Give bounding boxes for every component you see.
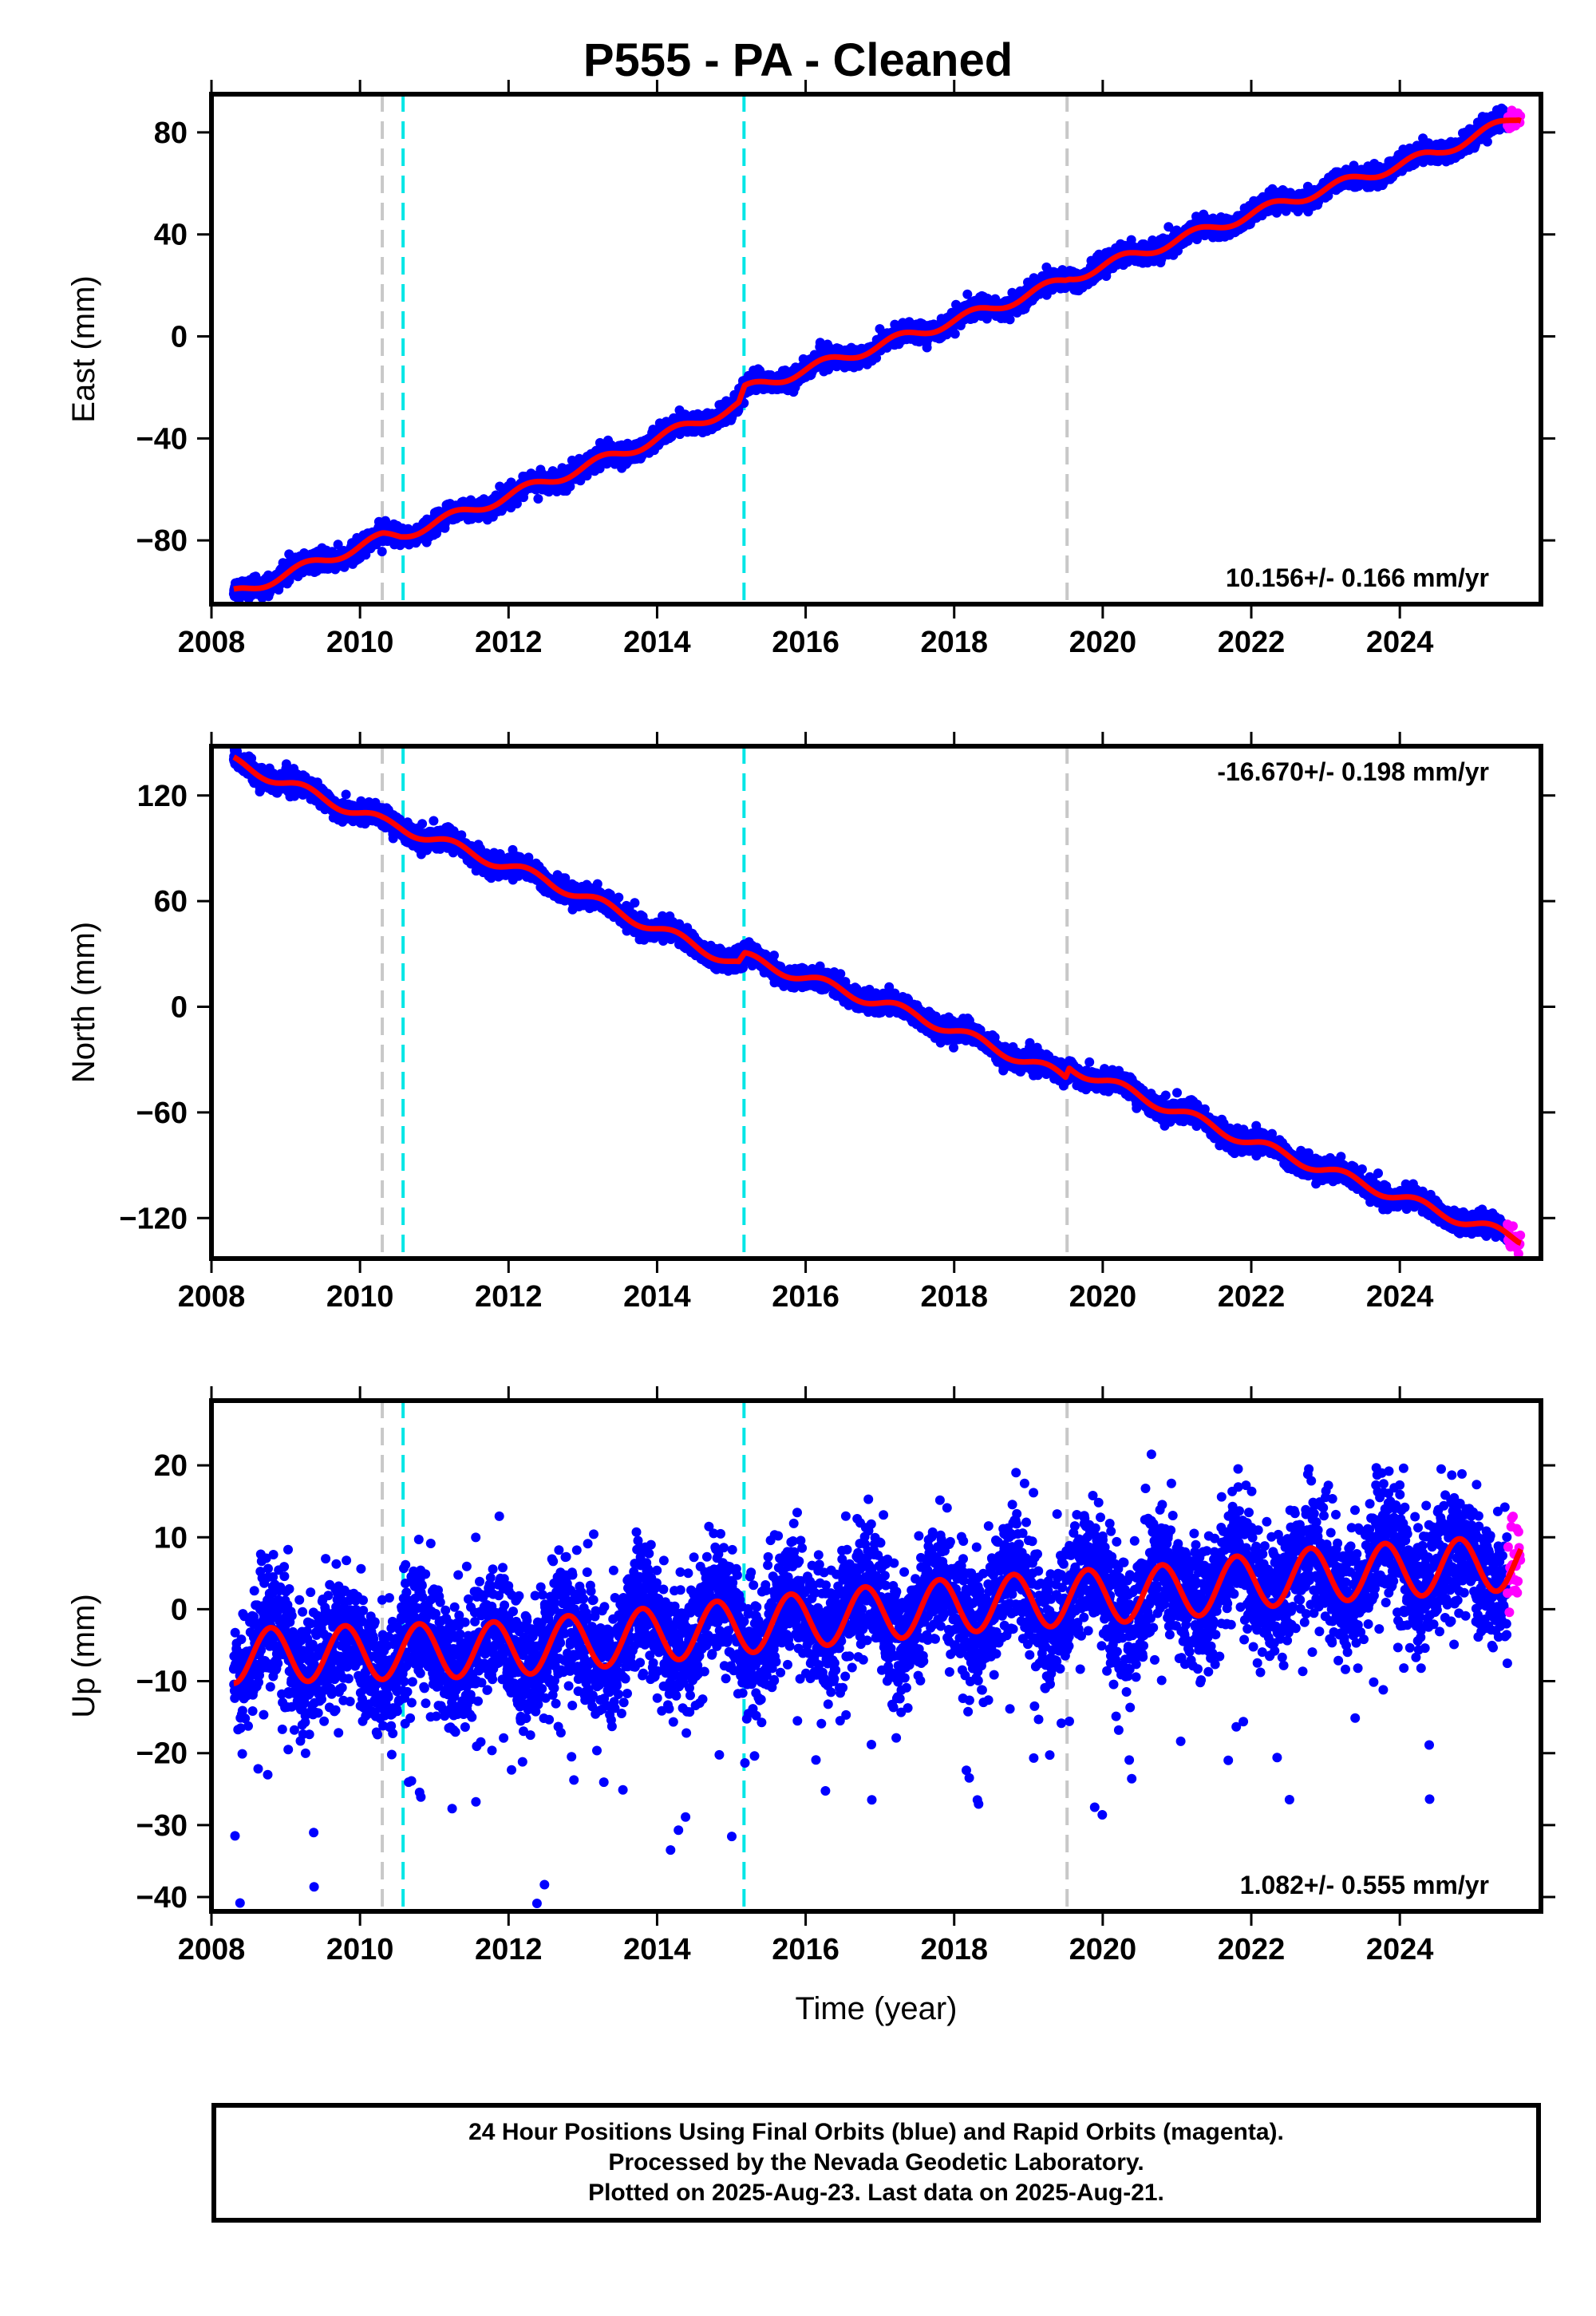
panel-east: 2008 2010 2012 2014 2016 2018 2020 2022 20248040… <box>66 80 1555 659</box>
chart-title: P555 - PA - Cleaned <box>583 34 1013 86</box>
final-orbit-point <box>377 547 387 557</box>
plot-area <box>228 94 1526 604</box>
final-orbit-point <box>512 499 522 509</box>
final-orbit-point <box>533 494 543 504</box>
final-orbit-point <box>922 342 932 353</box>
final-orbit-point <box>950 329 960 339</box>
